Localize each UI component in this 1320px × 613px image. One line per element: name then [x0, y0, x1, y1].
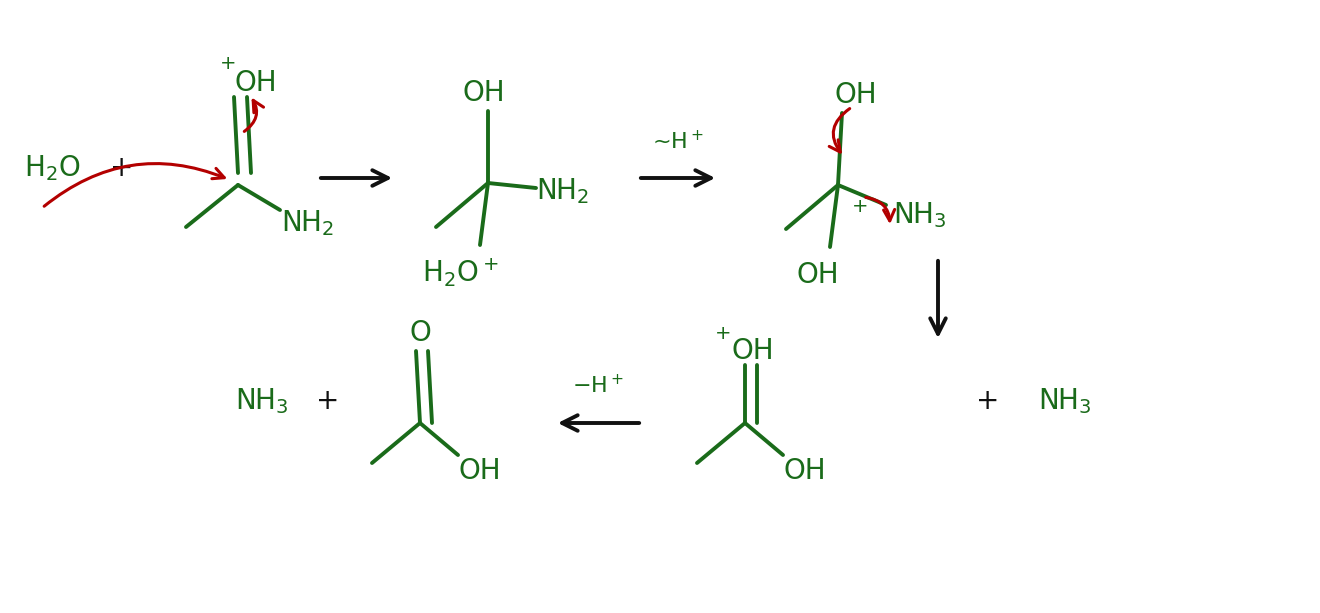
Text: OH: OH — [797, 261, 840, 289]
Text: OH: OH — [463, 79, 506, 107]
Text: +: + — [111, 154, 133, 182]
Text: OH: OH — [731, 337, 775, 365]
Text: NH$_3$: NH$_3$ — [235, 386, 289, 416]
Text: OH: OH — [834, 81, 878, 109]
Text: NH$_3$: NH$_3$ — [894, 200, 946, 230]
Text: NH$_2$: NH$_2$ — [536, 176, 590, 206]
Text: $-$H$^+$: $-$H$^+$ — [572, 373, 624, 397]
Text: NH$_3$: NH$_3$ — [1038, 386, 1092, 416]
Text: +: + — [219, 53, 236, 72]
Text: OH: OH — [784, 457, 826, 485]
Text: ~H$^+$: ~H$^+$ — [652, 129, 704, 153]
Text: H$_2$O$^+$: H$_2$O$^+$ — [421, 257, 498, 289]
Text: +: + — [977, 387, 999, 415]
Text: NH$_2$: NH$_2$ — [281, 208, 335, 238]
Text: +: + — [851, 197, 869, 216]
Text: OH: OH — [458, 457, 502, 485]
Text: +: + — [317, 387, 339, 415]
Text: H$_2$O: H$_2$O — [24, 153, 81, 183]
Text: +: + — [714, 324, 731, 343]
Text: O: O — [409, 319, 430, 347]
Text: OH: OH — [235, 69, 277, 97]
